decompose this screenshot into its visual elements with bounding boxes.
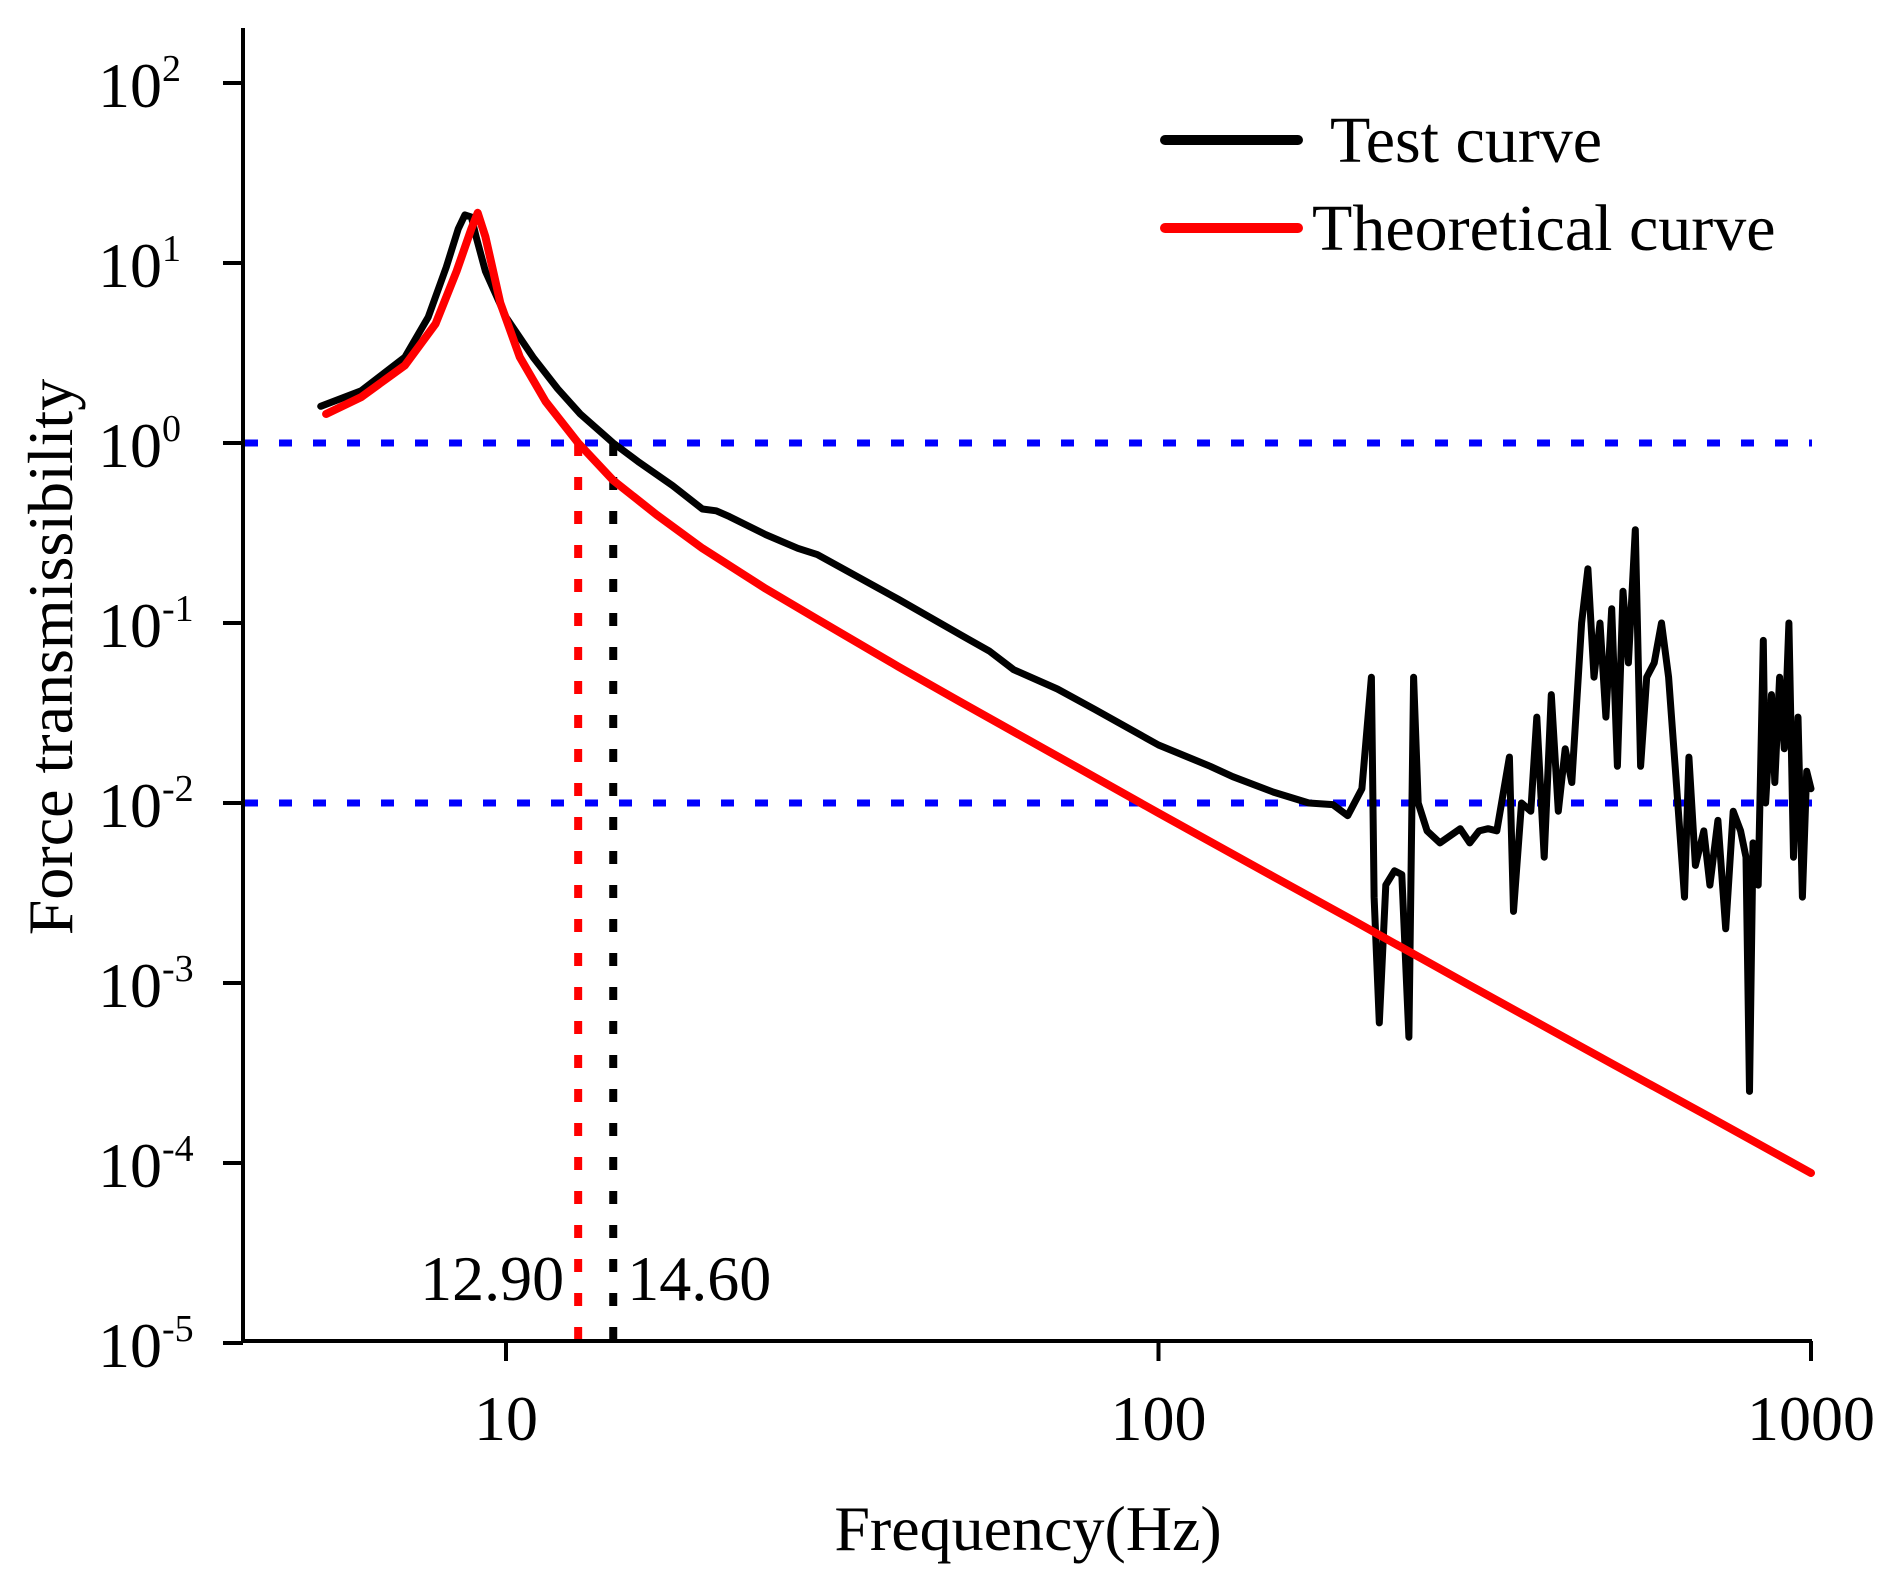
x-tick-label: 1000 xyxy=(1747,1383,1875,1454)
x-axis-label: Frequency(Hz) xyxy=(834,1493,1221,1564)
y-tick-label: 102 xyxy=(98,48,181,121)
legend-label-0: Test curve xyxy=(1330,104,1602,177)
x-tick-label: 10 xyxy=(474,1383,538,1454)
y-tick-label: 10-1 xyxy=(98,588,194,661)
y-axis-label: Force transmissibility xyxy=(15,379,86,935)
series-layer xyxy=(317,208,1815,1177)
series-line-theoretical-curve xyxy=(322,208,1815,1177)
x-ticks: 10 100 1000 xyxy=(474,1341,1875,1454)
reference-label-2: 12.90 xyxy=(420,1243,564,1314)
legend: Test curve Theoretical curve xyxy=(1160,104,1776,265)
x-tick-label: 100 xyxy=(1111,1383,1207,1454)
reference-label-3: 14.60 xyxy=(627,1243,771,1314)
reference-labels: 12.90 14.60 xyxy=(420,1243,771,1314)
y-tick-label: 101 xyxy=(98,228,181,301)
reference-lines xyxy=(245,439,1812,1341)
series-line-test-curve xyxy=(317,211,1815,1095)
axes xyxy=(241,28,1812,1343)
legend-label-1: Theoretical curve xyxy=(1312,192,1776,265)
y-ticks: 102 101 100 10-1 10-2 10-3 10-4 10-5 xyxy=(98,48,243,1381)
y-tick-label: 10-2 xyxy=(98,768,194,841)
y-tick-label: 100 xyxy=(98,408,181,481)
y-tick-label: 10-3 xyxy=(98,948,194,1021)
y-tick-label: 10-4 xyxy=(98,1128,194,1201)
y-tick-label: 10-5 xyxy=(98,1308,194,1381)
